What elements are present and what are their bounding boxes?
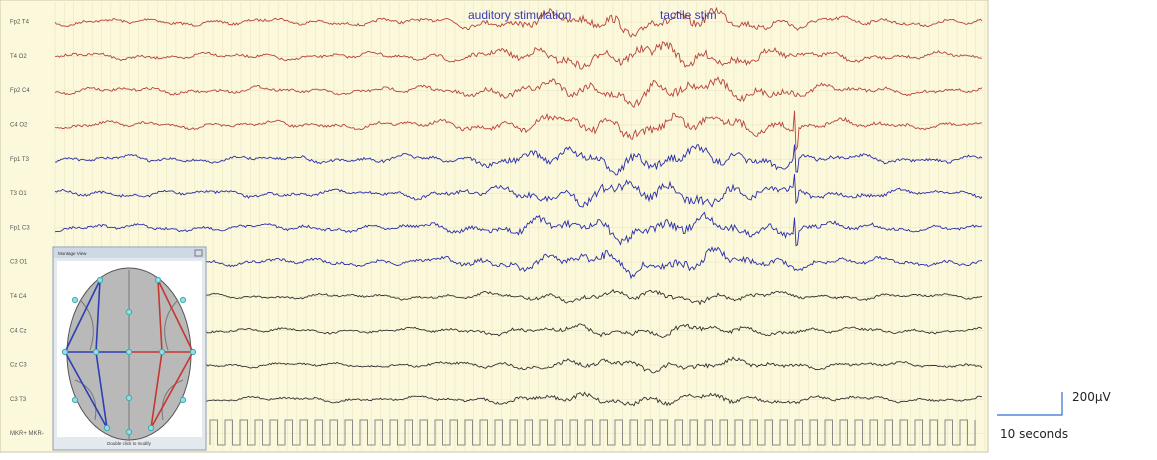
channel-label: Fp1 T3 (10, 157, 30, 163)
window-title: Montage View (58, 251, 87, 256)
electrode (154, 276, 162, 284)
channel-label: C3 O1 (10, 260, 28, 266)
scale-bar (997, 392, 1063, 416)
annotation: auditory stimulation (468, 8, 571, 22)
electrode (189, 348, 197, 356)
electrode (61, 348, 69, 356)
traces (54, 6, 983, 446)
electrode (125, 394, 133, 402)
electrode (71, 296, 79, 304)
scale-time: 10 seconds (1000, 427, 1068, 441)
channel-label: C3 T3 (10, 397, 27, 403)
scale-amplitude: 200µV (1072, 390, 1112, 404)
electrode (96, 276, 104, 284)
channel-label: C4 O2 (10, 122, 28, 128)
eeg-trace (54, 246, 983, 280)
window-footer: Double click to modify (107, 441, 152, 446)
annotation: tactile stim (660, 8, 717, 22)
electrode (125, 348, 133, 356)
channel-label: MKR+ MKR- (10, 431, 44, 437)
eeg-trace (54, 110, 983, 152)
eeg-trace (54, 173, 983, 208)
electrode (92, 348, 100, 356)
eeg-trace (54, 211, 983, 247)
electrode (179, 296, 187, 304)
electrode (147, 424, 155, 432)
electrode (158, 348, 166, 356)
eeg-trace (54, 288, 983, 306)
eeg-trace (54, 76, 983, 109)
electrode (125, 428, 133, 436)
channel-label: T4 O2 (10, 54, 27, 60)
eeg-trace (54, 391, 983, 407)
eeg-trace (54, 41, 983, 70)
electrodes (61, 276, 197, 436)
eeg-trace (54, 323, 983, 338)
channel-label: Cz C3 (10, 363, 27, 369)
eeg-trace (55, 144, 983, 176)
electrode (103, 424, 111, 432)
montage-window[interactable]: Montage View Double click to modify (52, 246, 207, 451)
marker-trace (209, 419, 976, 446)
channel-label: Fp2 T4 (10, 20, 30, 26)
channel-label: Fp2 C4 (10, 88, 30, 94)
close-button[interactable] (194, 249, 203, 257)
eeg-trace (54, 356, 983, 374)
electrode (179, 396, 187, 404)
eeg-trace (54, 6, 983, 38)
electrode (71, 396, 79, 404)
electrode (125, 308, 133, 316)
window-titlebar (54, 248, 205, 258)
channel-label: C4 Cz (10, 328, 27, 334)
channel-label: T3 O1 (10, 191, 27, 197)
channel-label: T4 C4 (10, 294, 27, 300)
channel-label: Fp1 C3 (10, 225, 30, 231)
